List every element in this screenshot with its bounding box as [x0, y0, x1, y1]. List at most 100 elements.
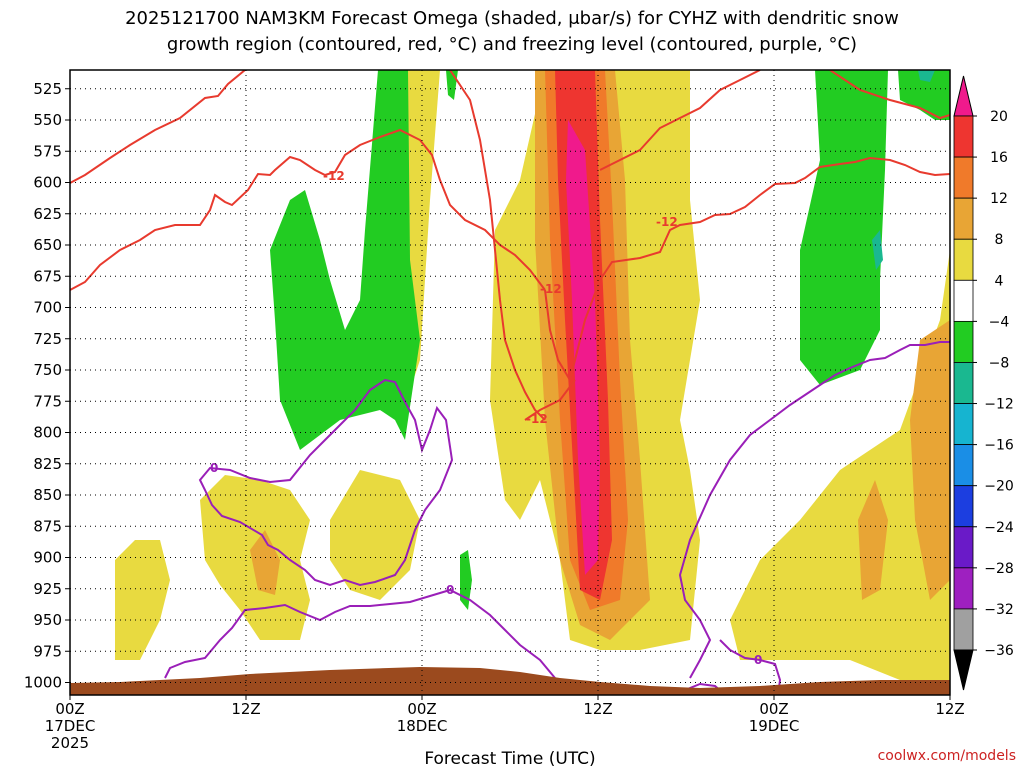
y-tick-label: 850	[33, 486, 62, 504]
surface-terrain	[70, 667, 950, 695]
y-tick-label: 800	[33, 424, 62, 442]
y-tick-label: 1000	[24, 674, 62, 692]
colorbar-label: 4	[995, 273, 1004, 289]
freezing-contour-lower	[164, 588, 556, 679]
y-tick-label: 625	[33, 205, 62, 223]
dgz-contour-topright2	[829, 70, 950, 120]
freezing-contour-bottom-right	[719, 639, 782, 695]
colorbar-label: −28	[984, 561, 1014, 577]
chart-title-line1: 2025121700 NAM3KM Forecast Omega (shaded…	[125, 8, 899, 29]
plot-area: -12 -12 -12 -12 0 0 0 525 550 575 600 625 650…	[24, 69, 965, 752]
colorbar-segment	[953, 362, 974, 404]
x-tick-label: 12Z	[583, 700, 612, 718]
gridlines	[70, 70, 950, 695]
colorbar-segment	[953, 485, 974, 528]
chart-title-line2: growth region (contoured, red, °C) and f…	[167, 34, 857, 55]
y-tick-label: 950	[33, 611, 62, 629]
colorbar-segment	[953, 238, 974, 281]
y-tick-label: 775	[33, 392, 62, 410]
y-tick-label: 700	[33, 299, 62, 317]
x-tick-label: 12Z	[935, 700, 964, 718]
freezing-contour-main	[198, 378, 454, 587]
omega-shade-green-farright	[898, 70, 950, 120]
omega-shade-yellow-mid	[330, 470, 420, 600]
plot-frame	[69, 69, 951, 696]
y-tick-label: 600	[33, 174, 62, 192]
colorbar-label: −36	[984, 643, 1014, 659]
y-tick-label: 750	[33, 361, 62, 379]
colorbar-segment	[953, 279, 974, 322]
omega-shade-magenta	[566, 120, 600, 575]
omega-shade-green-left	[270, 70, 420, 450]
y-tick-label: 550	[33, 111, 62, 129]
colorbar-segment	[953, 320, 974, 363]
colorbar-label: 12	[990, 191, 1008, 207]
dgz-contour-top-right	[599, 70, 761, 171]
colorbar-label: −4	[989, 314, 1010, 330]
colorbar-segment	[953, 403, 974, 446]
dgz-label-3: -12	[526, 412, 548, 426]
freezing-label-3: 0	[754, 653, 762, 667]
colorbar-label: −8	[989, 355, 1010, 371]
x-tick-label: 18DEC	[397, 717, 448, 735]
y-tick-label: 675	[33, 267, 62, 285]
dgz-contour-top-mid	[524, 379, 576, 421]
omega-shade-yellow-left2	[115, 540, 170, 660]
colorbar-segment	[953, 444, 974, 487]
omega-shade-teal-top	[918, 70, 935, 82]
colorbar-segment	[953, 567, 974, 610]
y-tick-label: 725	[33, 330, 62, 348]
y-axis-ticks: 525 550 575 600 625 650 675 700 725 750 775 800 825 8…	[24, 80, 70, 692]
y-tick-label: 825	[33, 455, 62, 473]
colorbar-label: 8	[995, 232, 1004, 248]
y-tick-label: 575	[33, 142, 62, 160]
colorbar-label: −16	[984, 438, 1014, 454]
dgz-contour-upper	[70, 70, 246, 184]
colorbar-segment	[953, 526, 974, 569]
colorbar: 20 16 12 8 4 −4 −8 −12 −16 −20 −24 −28 −32 −36	[953, 75, 1014, 691]
x-tick-label: 00Z	[55, 700, 84, 718]
freezing-label-1: 0	[210, 461, 218, 475]
y-tick-label: 975	[33, 642, 62, 660]
omega-shade-orange-right	[910, 320, 950, 600]
y-tick-label: 925	[33, 580, 62, 598]
colorbar-label: −32	[984, 602, 1014, 618]
colorbar-label: −12	[984, 397, 1014, 413]
colorbar-segment	[953, 197, 974, 240]
colorbar-min-triangle	[953, 649, 974, 691]
omega-shade-yellow-right	[730, 250, 950, 680]
colorbar-segment	[953, 608, 974, 651]
colorbar-label: −20	[984, 479, 1014, 495]
colorbar-label: 16	[990, 150, 1008, 166]
y-tick-label: 650	[33, 236, 62, 254]
dgz-label-1: -12	[323, 169, 345, 183]
omega-shading	[70, 70, 950, 695]
dgz-label-2: -12	[540, 282, 562, 296]
credit-text: coolwx.com/models	[878, 748, 1016, 764]
x-tick-label: 00Z	[759, 700, 788, 718]
y-tick-label: 875	[33, 517, 62, 535]
omega-shade-green-small	[460, 550, 472, 610]
colorbar-label: 20	[990, 109, 1008, 125]
x-tick-label: 2025	[51, 734, 89, 752]
dgz-contour-right	[544, 156, 950, 383]
x-tick-label: 00Z	[407, 700, 436, 718]
colorbar-segment	[953, 115, 974, 158]
colorbar-segment	[953, 156, 974, 199]
y-tick-label: 900	[33, 549, 62, 567]
omega-shade-orange-small	[858, 480, 888, 600]
x-tick-label: 17DEC	[45, 717, 96, 735]
x-tick-label: 19DEC	[749, 717, 800, 735]
freezing-label-2: 0	[446, 583, 454, 597]
dgz-contour-lower	[70, 128, 546, 291]
y-tick-label: 525	[33, 80, 62, 98]
dgz-contour-vertical	[449, 70, 546, 421]
freezing-contour-right	[678, 341, 950, 679]
omega-shade-green-right	[800, 70, 888, 385]
x-tick-label: 12Z	[231, 700, 260, 718]
omega-shade-teal	[872, 230, 883, 270]
dgz-label-4: -12	[656, 215, 678, 229]
colorbar-label: −24	[984, 520, 1014, 536]
